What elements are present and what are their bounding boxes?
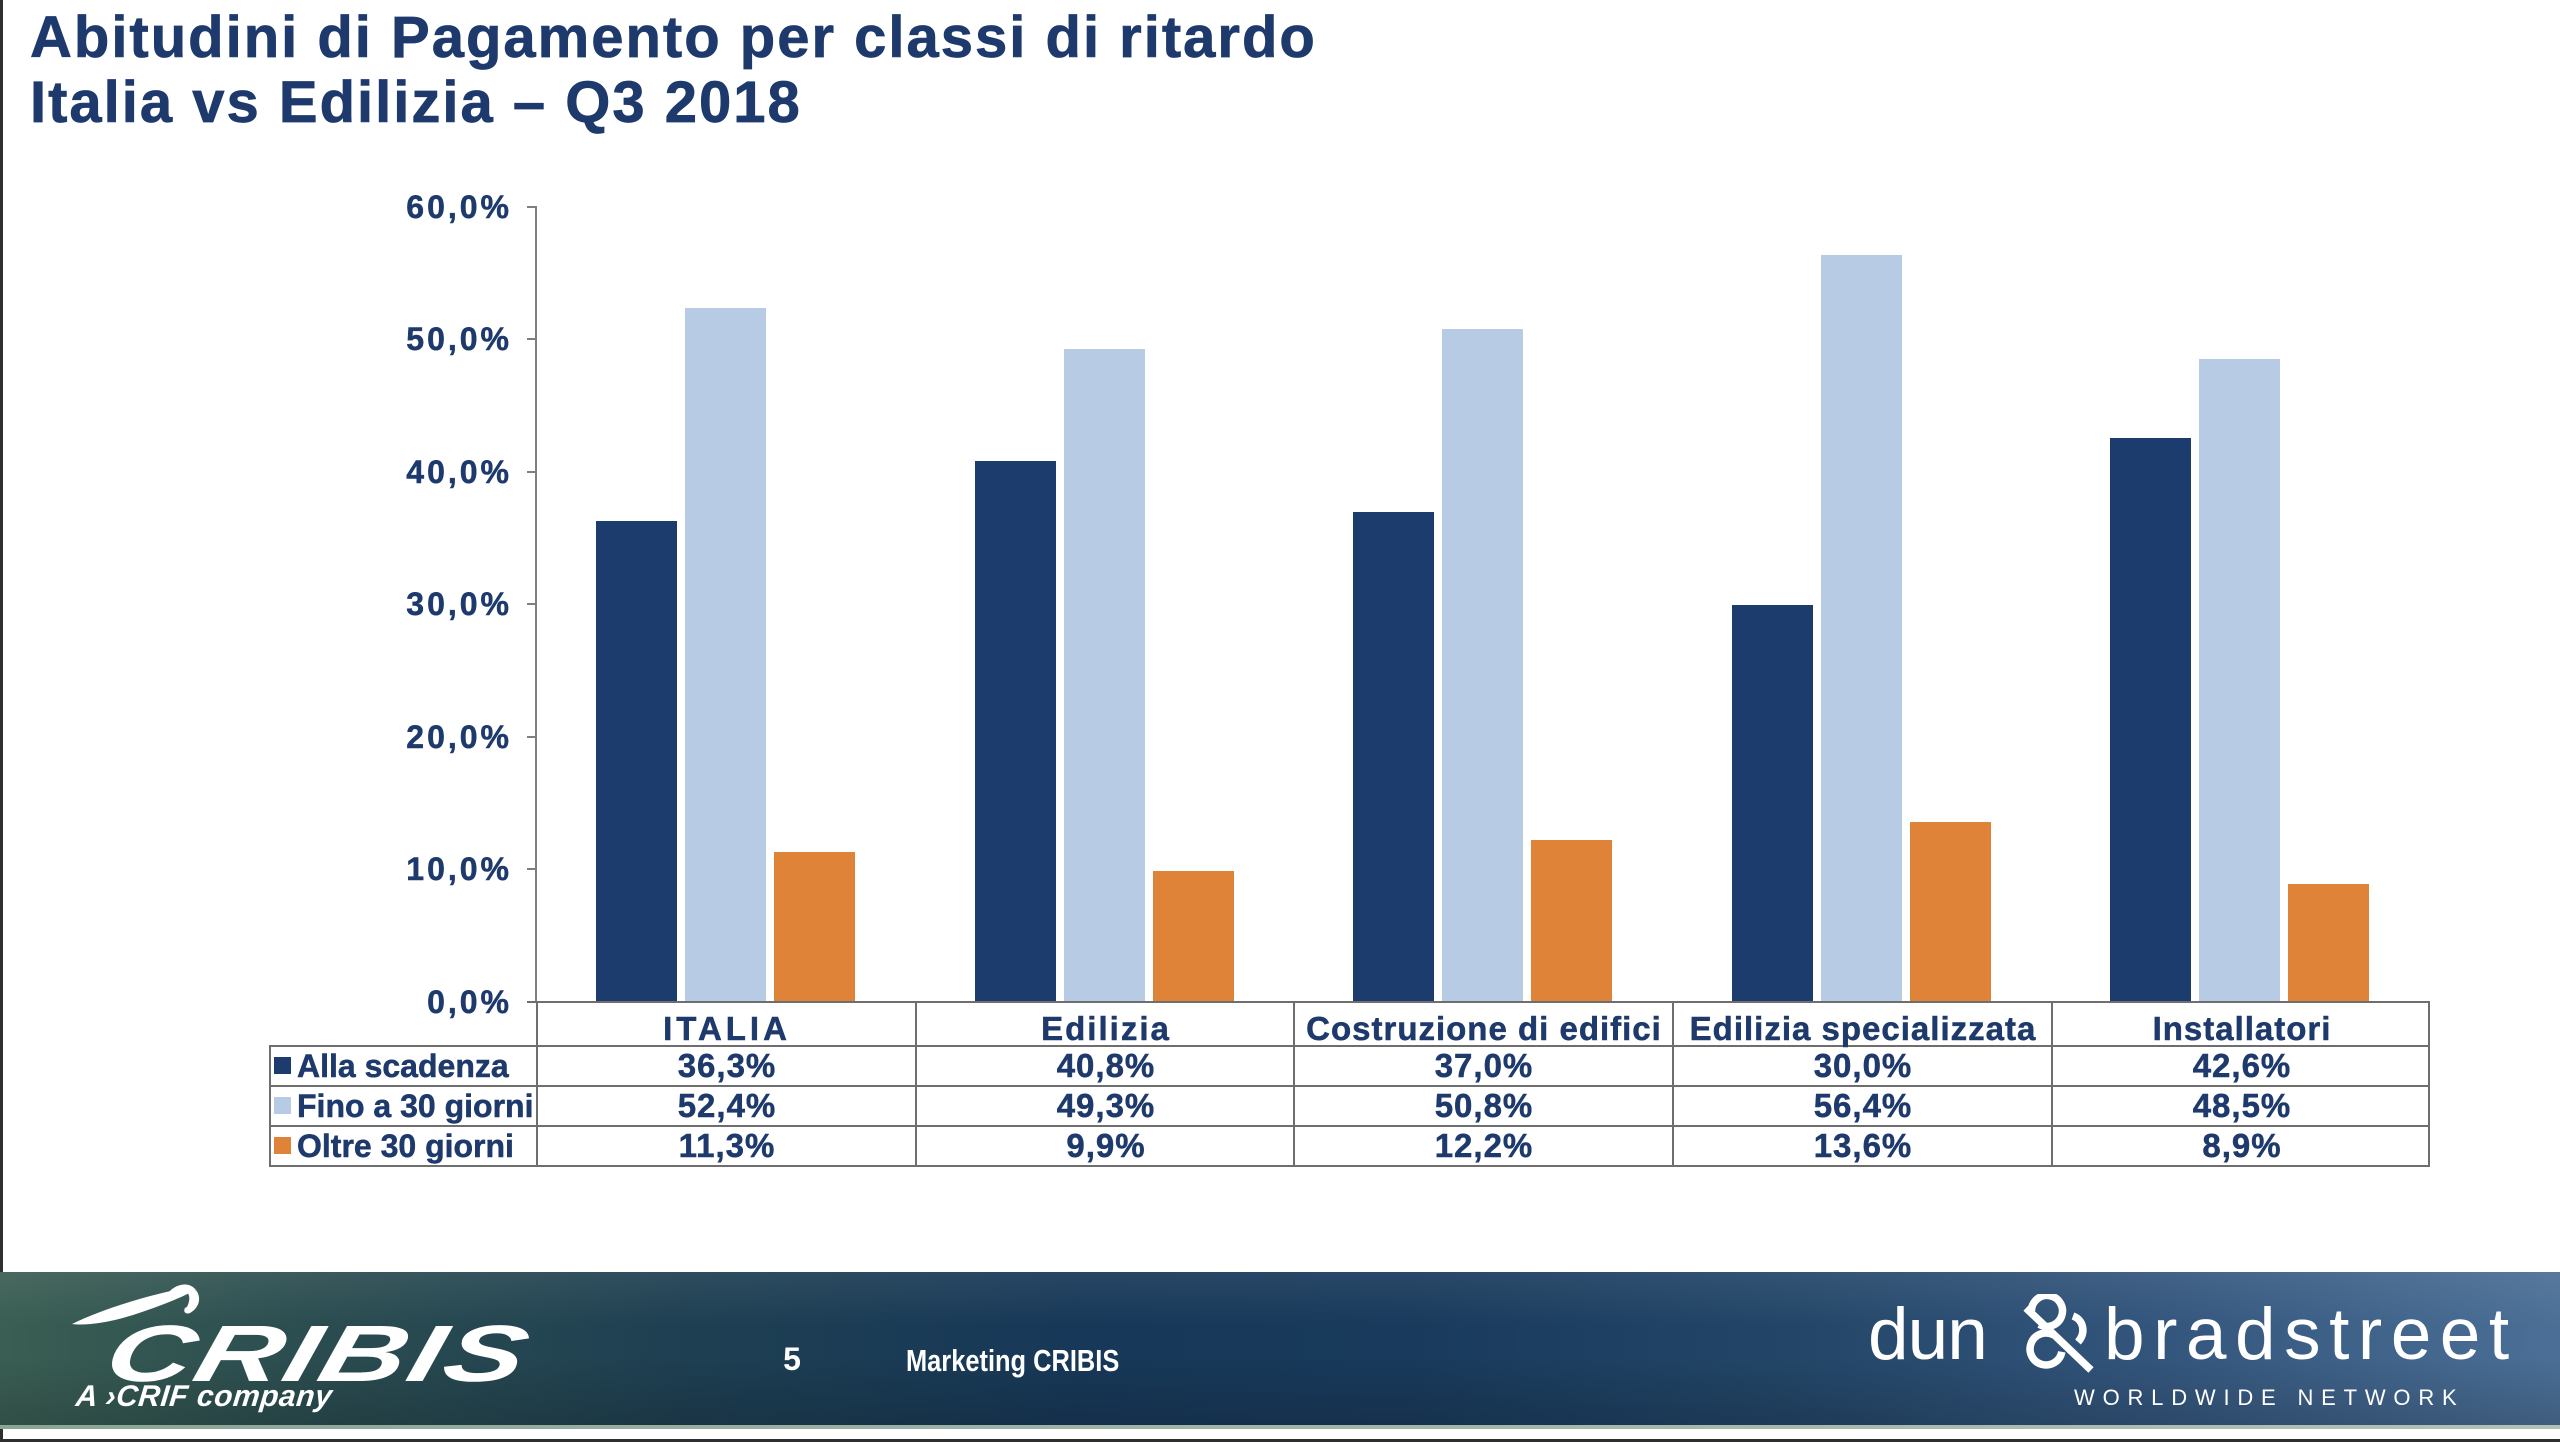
svg-text:CRIBIS: CRIBIS — [96, 1309, 540, 1398]
svg-text:A ›CRIF company: A ›CRIF company — [73, 1380, 335, 1413]
